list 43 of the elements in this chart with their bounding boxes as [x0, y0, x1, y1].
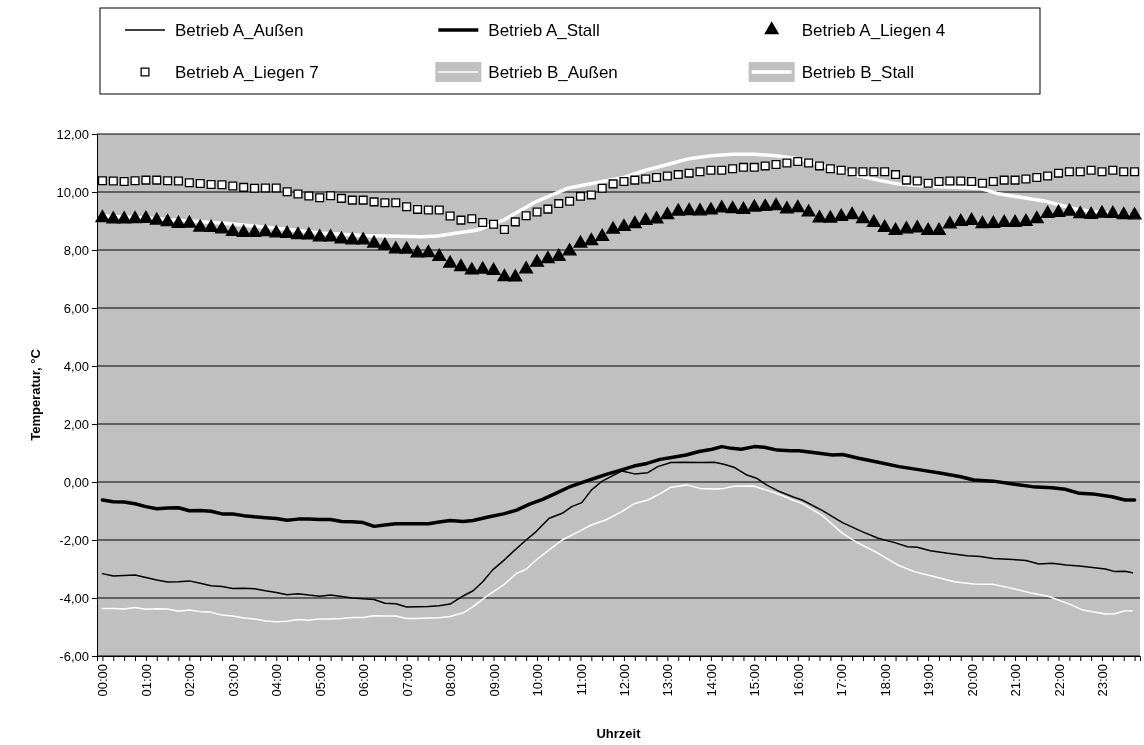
- legend-label: Betrieb A_Außen: [175, 20, 304, 40]
- x-tick-label: 10:00: [530, 664, 546, 697]
- x-tick-label: 08:00: [443, 664, 459, 697]
- x-tick-label: 23:00: [1095, 664, 1111, 697]
- legend-label: Betrieb A_Liegen 4: [801, 20, 946, 40]
- x-tick-label: 21:00: [1008, 664, 1024, 697]
- legend-label: Betrieb B_Stall: [801, 62, 915, 82]
- line-series: [101, 484, 1134, 623]
- y-axis-title: Temperatur, °C: [28, 348, 43, 441]
- y-tick-label: 8,00: [63, 242, 89, 258]
- x-tick-label: 05:00: [312, 664, 328, 697]
- x-tick-label: 07:00: [399, 664, 415, 697]
- legend-label: Betrieb A_Liegen 7: [175, 62, 319, 82]
- y-tick-label: 0,00: [63, 474, 89, 490]
- x-tick-label: 16:00: [790, 664, 806, 697]
- x-tick-label: 12:00: [616, 664, 632, 697]
- x-tick-label: 09:00: [486, 664, 502, 697]
- x-tick-label: 20:00: [964, 664, 980, 697]
- y-tick-label: 12,00: [56, 126, 89, 142]
- legend-label: Betrieb A_Stall: [488, 20, 600, 40]
- x-tick-label: 14:00: [703, 664, 719, 697]
- x-tick-label: 06:00: [356, 664, 372, 697]
- x-tick-label: 13:00: [660, 664, 676, 697]
- y-tick-label: -6,00: [59, 648, 89, 664]
- x-tick-label: 01:00: [138, 664, 154, 697]
- x-tick-label: 03:00: [225, 664, 241, 697]
- x-tick-label: 18:00: [877, 664, 893, 697]
- x-axis-title: Uhrzeit: [596, 726, 642, 741]
- x-tick-label: 02:00: [182, 664, 198, 697]
- x-tick-label: 04:00: [269, 664, 285, 697]
- y-tick-label: -4,00: [59, 590, 89, 606]
- x-tick-label: 15:00: [747, 664, 763, 697]
- y-tick-label: 6,00: [63, 300, 89, 316]
- x-tick-label: 22:00: [1051, 664, 1067, 697]
- y-tick-label: 4,00: [63, 358, 89, 374]
- legend-label: Betrieb B_Außen: [488, 62, 618, 82]
- x-tick-label: 11:00: [573, 664, 589, 696]
- y-tick-label: 2,00: [63, 416, 89, 432]
- x-tick-label: 19:00: [921, 664, 937, 697]
- x-tick-label: 17:00: [834, 664, 850, 697]
- y-tick-label: -2,00: [59, 532, 89, 548]
- y-tick-label: 10,00: [56, 184, 89, 200]
- x-tick-label: 00:00: [95, 664, 111, 697]
